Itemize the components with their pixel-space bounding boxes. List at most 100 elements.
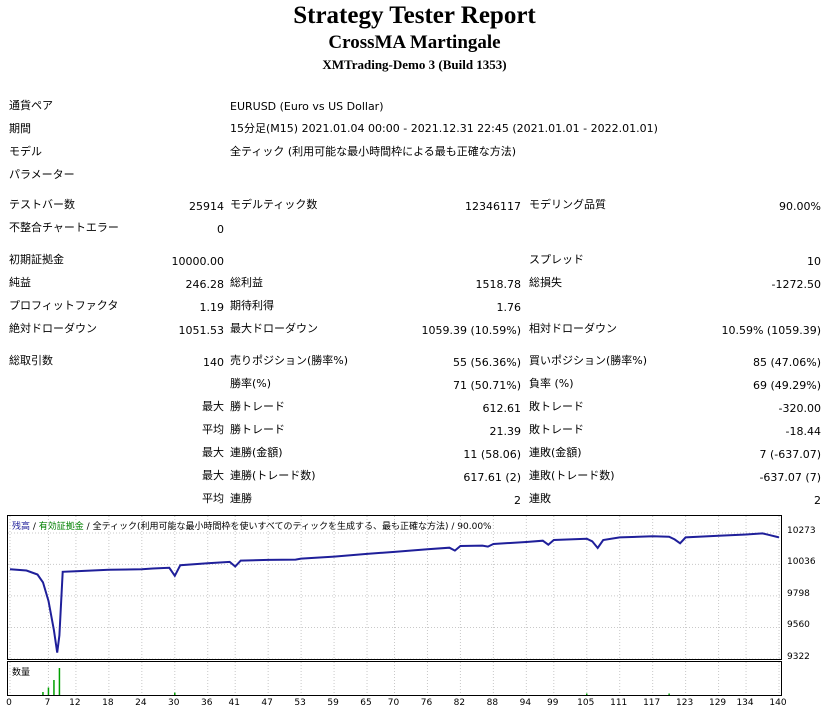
trades-label: 総取引数 bbox=[9, 354, 53, 367]
max-cons-prefix: 最大 bbox=[202, 446, 224, 459]
x-tick-label: 12 bbox=[69, 698, 81, 708]
x-tick-label: 140 bbox=[769, 698, 787, 708]
x-tick-label: 117 bbox=[643, 698, 661, 708]
legend-equity: 有効証拠金 bbox=[38, 522, 84, 532]
balance-chart: 残高 / 有効証拠金 / 全ティック(利用可能な最小時間枠を使いすべてのティック… bbox=[7, 515, 782, 660]
volume-label: 数量 bbox=[12, 668, 31, 678]
x-tick-label: 111 bbox=[610, 698, 628, 708]
loss-value: 69 (49.29%) bbox=[752, 379, 821, 392]
net-label: 純益 bbox=[9, 276, 31, 289]
model-label: モデル bbox=[9, 145, 42, 158]
x-tick-label: 18 bbox=[102, 698, 114, 708]
cons-losses-label: 連敗(金額) bbox=[529, 446, 582, 459]
legend-separator: / bbox=[83, 522, 93, 532]
x-tick-label: 36 bbox=[201, 698, 213, 708]
expected-value: 1.76 bbox=[496, 301, 522, 314]
quality-value: 90.00% bbox=[779, 200, 821, 213]
spread-value: 10 bbox=[807, 255, 821, 268]
win-value: 71 (50.71%) bbox=[452, 379, 521, 392]
avg-win-label: 勝トレード bbox=[230, 423, 285, 436]
avg-loss-label: 敗トレード bbox=[529, 423, 584, 436]
largest-win-label: 勝トレード bbox=[230, 400, 285, 413]
deposit-value: 10000.00 bbox=[171, 255, 225, 268]
x-tick-label: 30 bbox=[168, 698, 180, 708]
avg-win-value: 21.39 bbox=[489, 425, 522, 438]
deposit-label: 初期証拠金 bbox=[9, 253, 64, 266]
x-tick-label: 94 bbox=[519, 698, 532, 708]
rel-dd-label: 相対ドローダウン bbox=[529, 322, 617, 335]
x-tick-label: 88 bbox=[486, 698, 499, 708]
max-dd-label: 最大ドローダウン bbox=[230, 322, 318, 335]
cons-profit-label: 連勝(トレード数) bbox=[230, 469, 316, 482]
ticks-value: 12346117 bbox=[465, 200, 521, 213]
quality-label: モデリング品質 bbox=[529, 198, 606, 211]
x-tick-label: 134 bbox=[736, 698, 754, 708]
x-tick-label: 59 bbox=[327, 698, 339, 708]
volume-chart: 数量 bbox=[7, 661, 782, 696]
legend-balance: 残高 bbox=[12, 522, 31, 532]
long-label: 買いポジション(勝率%) bbox=[529, 354, 648, 367]
x-tick-label: 65 bbox=[360, 698, 372, 708]
pf-value: 1.19 bbox=[199, 301, 225, 314]
gross-profit-value: 1518.78 bbox=[475, 278, 522, 291]
y-tick-label: 10273 bbox=[787, 526, 816, 536]
avg-cons-losses-label: 連敗 bbox=[529, 492, 551, 505]
balance-line bbox=[9, 532, 780, 653]
y-tick-label: 9798 bbox=[787, 588, 810, 599]
short-label: 売りポジション(勝率%) bbox=[230, 354, 349, 367]
win-label: 勝率(%) bbox=[230, 377, 272, 390]
largest-loss-value: -320.00 bbox=[778, 402, 821, 415]
spread-label: スプレッド bbox=[529, 253, 584, 266]
x-tick-label: 41 bbox=[228, 698, 240, 708]
x-tick-label: 70 bbox=[387, 698, 400, 708]
x-tick-label: 105 bbox=[577, 698, 595, 708]
avg-cons-losses-value: 2 bbox=[814, 494, 821, 507]
net-value: 246.28 bbox=[185, 278, 225, 291]
x-tick-label: 123 bbox=[676, 698, 694, 708]
abs-dd-value: 1051.53 bbox=[178, 324, 225, 337]
x-tick-label: 53 bbox=[294, 698, 306, 708]
pf-label: プロフィットファクタ bbox=[9, 299, 119, 312]
cons-profit-value: 617.61 (2) bbox=[463, 471, 521, 484]
balance-chart-plot bbox=[8, 516, 781, 659]
x-tick-label: 99 bbox=[547, 698, 559, 708]
abs-dd-label: 絶対ドローダウン bbox=[9, 322, 97, 335]
bars-value: 25914 bbox=[189, 200, 224, 213]
mismatch-label: 不整合チャートエラー bbox=[9, 221, 119, 234]
period-value: 15分足(M15) 2021.01.04 00:00 - 2021.12.31 … bbox=[230, 122, 658, 135]
avg-cons-wins-label: 連勝 bbox=[230, 492, 252, 505]
y-tick-label: 9560 bbox=[787, 620, 810, 631]
period-label: 期間 bbox=[9, 122, 31, 135]
chart-legend: 残高 / 有効証拠金 / 全ティック(利用可能な最小時間枠を使いすべてのティック… bbox=[12, 519, 492, 532]
mismatch-value: 0 bbox=[217, 223, 224, 236]
legend-model: 全ティック(利用可能な最小時間枠を使いすべてのティックを生成する、最も正確な方法… bbox=[92, 522, 449, 532]
cons-loss-label: 連敗(トレード数) bbox=[529, 469, 615, 482]
x-tick-label: 76 bbox=[420, 698, 433, 708]
gross-profit-label: 総利益 bbox=[230, 276, 263, 289]
avg-cons-prefix: 平均 bbox=[202, 492, 224, 505]
cons-loss-value: -637.07 (7) bbox=[759, 471, 821, 484]
report-title: Strategy Tester Report bbox=[293, 2, 536, 29]
x-tick-label: 47 bbox=[261, 698, 273, 708]
max-dd-value: 1059.39 (10.59%) bbox=[421, 324, 521, 337]
max-cons-trades-prefix: 最大 bbox=[202, 469, 224, 482]
x-tick-label: 7 bbox=[44, 698, 51, 708]
short-value: 55 (56.36%) bbox=[452, 356, 521, 369]
legend-separator: / bbox=[448, 522, 458, 532]
cons-wins-label: 連勝(金額) bbox=[230, 446, 283, 459]
x-tick-label: 82 bbox=[453, 698, 466, 708]
average-prefix: 平均 bbox=[202, 423, 224, 436]
expected-label: 期待利得 bbox=[230, 299, 274, 312]
avg-cons-wins-value: 2 bbox=[514, 494, 521, 507]
params-label: パラメーター bbox=[9, 168, 75, 181]
legend-separator: / bbox=[30, 522, 39, 532]
legend-quality: 90.00% bbox=[457, 522, 492, 532]
bars-label: テストバー数 bbox=[9, 198, 75, 211]
avg-loss-value: -18.44 bbox=[785, 425, 821, 438]
x-tick-label: 24 bbox=[135, 698, 147, 708]
loss-label: 負率 (%) bbox=[529, 377, 574, 390]
rel-dd-value: 10.59% (1059.39) bbox=[721, 324, 821, 337]
gross-loss-value: -1272.50 bbox=[771, 278, 821, 291]
ticks-label: モデルティック数 bbox=[230, 198, 318, 211]
model-value: 全ティック (利用可能な最小時間枠による最も正確な方法) bbox=[230, 145, 517, 158]
